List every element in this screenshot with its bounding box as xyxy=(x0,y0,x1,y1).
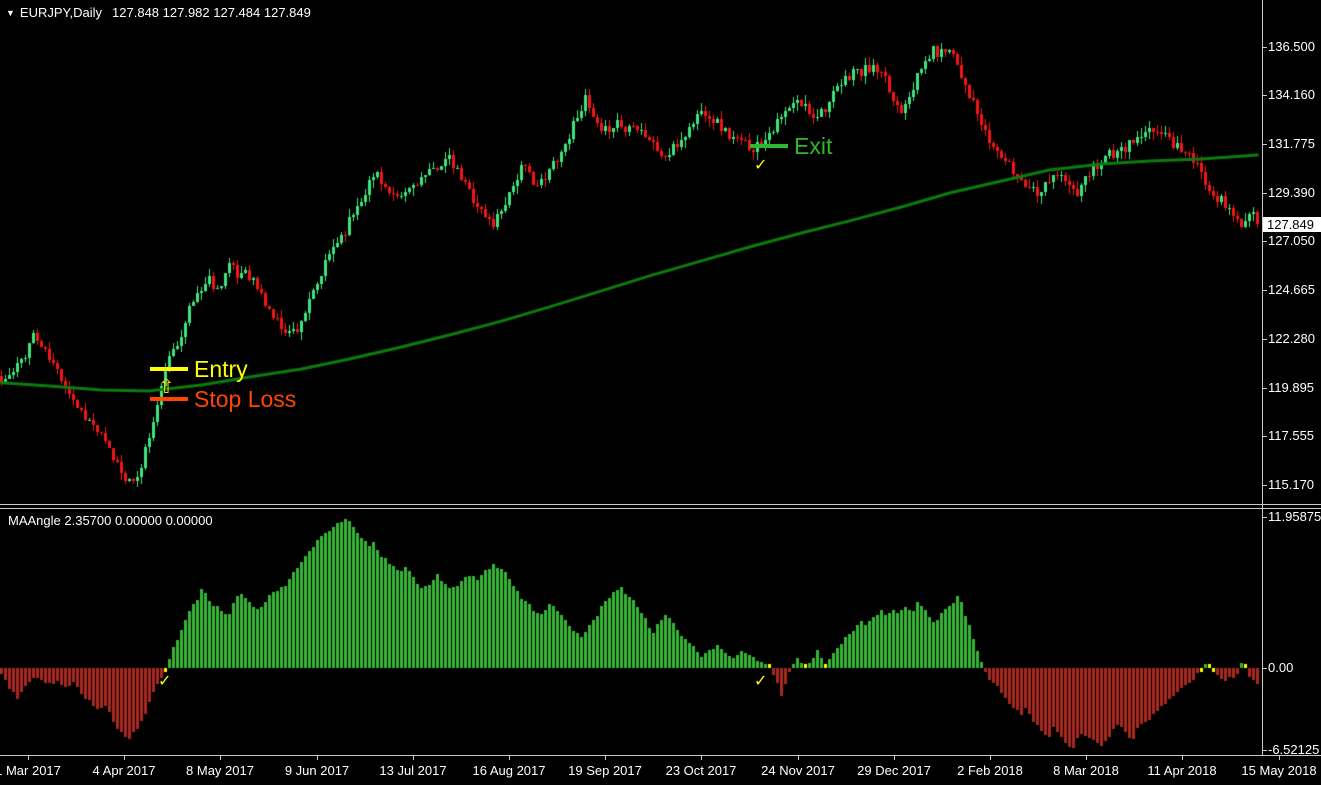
indicator-axis-tick xyxy=(1262,668,1267,669)
time-axis-tick xyxy=(1182,756,1183,760)
price-axis-label: 119.895 xyxy=(1268,380,1315,395)
time-axis-tick xyxy=(509,756,510,760)
date-label: 13 Jul 2017 xyxy=(379,763,447,778)
date-label: 8 May 2017 xyxy=(186,763,254,778)
stop-loss-label[interactable]: Stop Loss xyxy=(194,386,297,412)
date-label: 1 Mar 2017 xyxy=(0,763,61,778)
dropdown-triangle-icon: ▼ xyxy=(6,8,15,18)
current-price-tag: 127.849 xyxy=(1263,217,1321,232)
date-label: 4 Apr 2017 xyxy=(92,763,156,778)
time-axis-tick xyxy=(798,756,799,760)
symbol-timeframe-label: EURJPY,Daily xyxy=(19,5,103,20)
buy-arrow-icon[interactable]: ⇧ xyxy=(158,373,175,398)
price-axis-label: 122.280 xyxy=(1268,331,1315,346)
date-label: 9 Jun 2017 xyxy=(284,763,350,778)
date-label: 24 Nov 2017 xyxy=(761,763,835,778)
ohlc-values-label: 127.848 127.982 127.484 127.849 xyxy=(112,5,311,20)
indicator-title: MAAngle 2.35700 0.00000 0.00000 xyxy=(8,513,213,528)
time-axis-tick xyxy=(220,756,221,760)
exit-checkmark-icon[interactable]: ✓ xyxy=(754,154,768,174)
price-axis-tick xyxy=(1262,144,1267,145)
entry-label[interactable]: Entry xyxy=(194,356,248,382)
time-axis-tick xyxy=(701,756,702,760)
panel-separator-top xyxy=(0,504,1321,505)
price-axis-label: 134.160 xyxy=(1268,87,1315,102)
price-axis-tick xyxy=(1262,339,1267,340)
price-axis-label: 127.050 xyxy=(1268,233,1315,248)
exit-line[interactable] xyxy=(750,144,788,148)
exit-label[interactable]: Exit xyxy=(794,133,833,159)
price-axis-label: 124.665 xyxy=(1268,282,1315,297)
date-label: 29 Dec 2017 xyxy=(857,763,931,778)
price-axis-label: 117.555 xyxy=(1268,428,1315,443)
indicator-name-label: MAAngle xyxy=(8,513,61,528)
panel-separator-bottom xyxy=(0,508,1321,509)
indicator-axis-label: 11.95875 xyxy=(1268,509,1321,524)
time-axis-tick xyxy=(124,756,125,760)
date-label: 16 Aug 2017 xyxy=(472,763,546,778)
price-axis-tick xyxy=(1262,241,1267,242)
price-axis-tick xyxy=(1262,388,1267,389)
chart-title: ▼ EURJPY,Daily 127.848 127.982 127.484 127… xyxy=(6,5,311,20)
price-axis-tick xyxy=(1262,47,1267,48)
price-axis-label: 131.775 xyxy=(1268,136,1315,151)
date-label: 23 Oct 2017 xyxy=(665,763,737,778)
date-label: 19 Sep 2017 xyxy=(568,763,642,778)
candlestick-chart-canvas[interactable] xyxy=(0,0,1262,503)
indicator-axis-tick xyxy=(1262,750,1267,751)
time-axis-border xyxy=(0,755,1321,756)
indicator-checkmark-exit-icon[interactable]: ✓ xyxy=(754,671,768,690)
price-axis-label: 129.390 xyxy=(1268,185,1315,200)
entry-line[interactable] xyxy=(150,367,188,371)
price-axis-tick xyxy=(1262,95,1267,96)
price-scale[interactable] xyxy=(1263,0,1321,755)
time-axis-tick xyxy=(1086,756,1087,760)
indicator-axis-tick xyxy=(1262,517,1267,518)
price-axis-tick xyxy=(1262,485,1267,486)
date-label: 8 Mar 2018 xyxy=(1053,763,1119,778)
time-axis-tick xyxy=(317,756,318,760)
time-axis-tick xyxy=(1279,756,1280,760)
price-axis-tick xyxy=(1262,193,1267,194)
time-axis-tick xyxy=(894,756,895,760)
time-axis-tick xyxy=(28,756,29,760)
time-axis-tick xyxy=(413,756,414,760)
stop-loss-line[interactable] xyxy=(150,397,188,401)
price-axis-border xyxy=(1262,0,1263,756)
indicator-values-label: 2.35700 0.00000 0.00000 xyxy=(64,513,213,528)
price-axis-label: 136.500 xyxy=(1268,39,1315,54)
indicator-histogram-canvas[interactable] xyxy=(0,509,1262,755)
time-axis-tick xyxy=(990,756,991,760)
price-axis-label: 115.170 xyxy=(1268,477,1315,492)
indicator-axis-label: 0.00 xyxy=(1268,660,1294,675)
time-scale[interactable] xyxy=(0,756,1321,785)
price-axis-tick xyxy=(1262,290,1267,291)
indicator-axis-label: -6.52125 xyxy=(1268,742,1320,757)
date-label: 11 Apr 2018 xyxy=(1147,763,1217,778)
date-label: 2 Feb 2018 xyxy=(957,763,1023,778)
price-axis-tick xyxy=(1262,436,1267,437)
date-label: 15 May 2018 xyxy=(1241,763,1317,778)
time-axis-tick xyxy=(605,756,606,760)
indicator-checkmark-entry-icon[interactable]: ✓ xyxy=(158,671,172,690)
